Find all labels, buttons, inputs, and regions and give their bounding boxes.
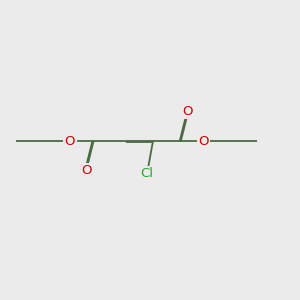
Text: O: O	[182, 105, 192, 118]
Text: O: O	[198, 135, 209, 148]
Text: O: O	[64, 135, 75, 148]
Text: O: O	[81, 164, 91, 177]
Text: Cl: Cl	[140, 167, 154, 180]
